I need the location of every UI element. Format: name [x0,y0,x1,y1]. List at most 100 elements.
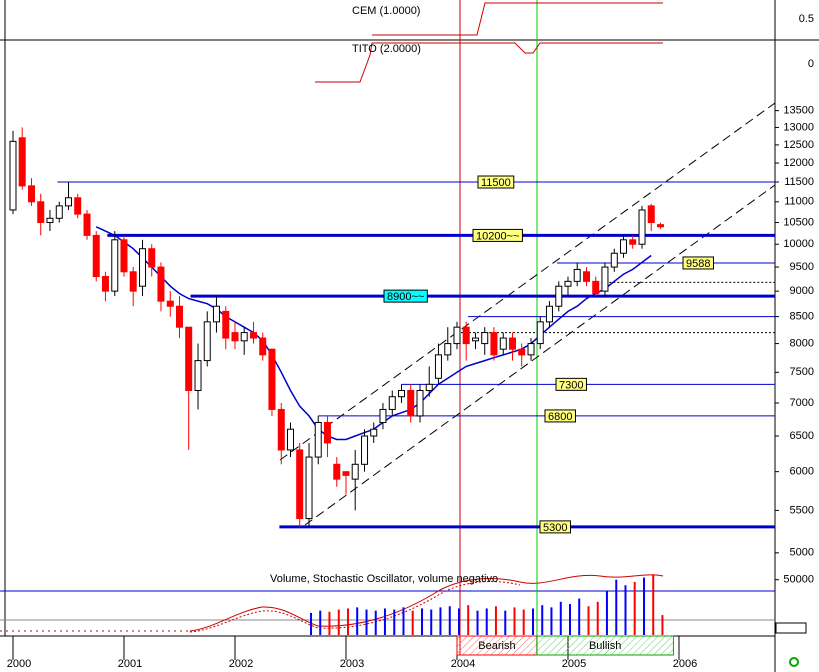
candle-body [129,271,137,292]
candle-body [28,185,36,203]
y-tick-label: 7500 [790,366,814,378]
candle-body [453,326,461,345]
volume-title: Volume, Stochastic Oscillator, volume ne… [270,573,498,585]
candle-body [407,389,415,417]
candle-body [573,268,581,282]
candle-body [425,383,433,391]
candle-body [370,428,378,437]
candle-body [629,239,637,245]
level-label-box [477,175,515,189]
zone [536,635,674,656]
candle-body [656,224,664,228]
y-tick-label: 8000 [790,337,814,349]
y-tick-label: 11500 [784,176,814,188]
y-tick-label: 11000 [784,196,814,208]
candle-body [527,343,535,356]
candle-body [518,348,526,356]
status-icon[interactable] [789,657,799,667]
candle-body [212,305,220,323]
x-tick-label: 2000 [7,658,31,670]
candle-body [231,332,239,342]
level-label: 9588 [686,258,710,270]
x-tick-label: 2004 [451,658,475,670]
candle-body [148,248,156,268]
level-label: 5300 [543,522,567,534]
candle-body [536,321,544,345]
candle-body [583,271,591,282]
y-tick-label: 8500 [790,310,814,322]
y-tick-label: 13500 [783,105,814,117]
stochastic-line [189,574,664,632]
scroll-box[interactable] [775,622,807,634]
level-label-box [383,289,428,303]
candle-body [46,217,54,224]
candle-body [647,205,655,224]
candle-body [296,449,304,520]
y-tick-label: 13000 [783,121,814,133]
candle-body [64,197,72,207]
candle-body [166,300,174,307]
y-tick-label: 12500 [783,139,814,151]
y-tick-label: 6000 [790,466,814,478]
candle-body [111,239,119,292]
level-label: 8900~~ [387,291,424,303]
candle-body [508,337,516,350]
zone-label: Bearish [478,640,515,652]
tito-title: TITO (2.0000) [352,43,421,55]
candle-body [434,354,442,379]
candle-body [277,408,285,451]
y-tick-label: 12000 [783,157,814,169]
candle-body [268,348,276,410]
candle-body [92,234,100,278]
level-label: 10200~~ [476,230,519,242]
candle-body [9,140,17,211]
candle-body [610,252,618,268]
candle-body [481,332,489,345]
candle-body [342,471,350,476]
candle-body [397,389,405,398]
candle-body [203,321,211,362]
x-tick-label: 2003 [340,658,364,670]
channel-upper [279,102,776,461]
candle-body [323,422,331,444]
candle-body [37,201,45,224]
candle-body [361,435,369,465]
candle-body [351,463,359,480]
candle-body [333,463,341,480]
y-tick-label: 6500 [790,430,814,442]
candle-body [564,280,572,287]
candle-body [286,428,294,451]
y-tick-label: 5500 [790,504,814,516]
candle-body [55,205,63,219]
y-tick-label: 9000 [790,285,814,297]
y-tick-label: 9500 [790,261,814,273]
candle-body [250,332,258,339]
candle-body [416,389,424,417]
candle-body [472,337,480,342]
y-tick-label: 7000 [790,397,814,409]
channel-lower [304,184,776,526]
x-tick-label: 2002 [229,658,253,670]
candle-body [638,209,646,245]
cem-line [372,2,663,36]
candle-body [592,280,600,295]
candle-body [499,337,507,350]
y-tick-label: 10000 [783,238,814,250]
candle-body [139,248,147,287]
level-label-box [682,256,714,270]
x-tick-label: 2006 [673,658,697,670]
candle-body [379,408,387,424]
level-label-box [544,409,576,423]
candle-body [259,337,267,356]
candle-body [388,396,396,410]
level-label-box [472,228,523,242]
candle-body [545,305,553,323]
zone-label: Bullish [589,640,621,652]
candle-body [185,326,193,391]
volume-tick-label: 50000 [783,574,814,586]
level-label: 11500 [481,177,511,189]
candle-body [240,332,248,342]
